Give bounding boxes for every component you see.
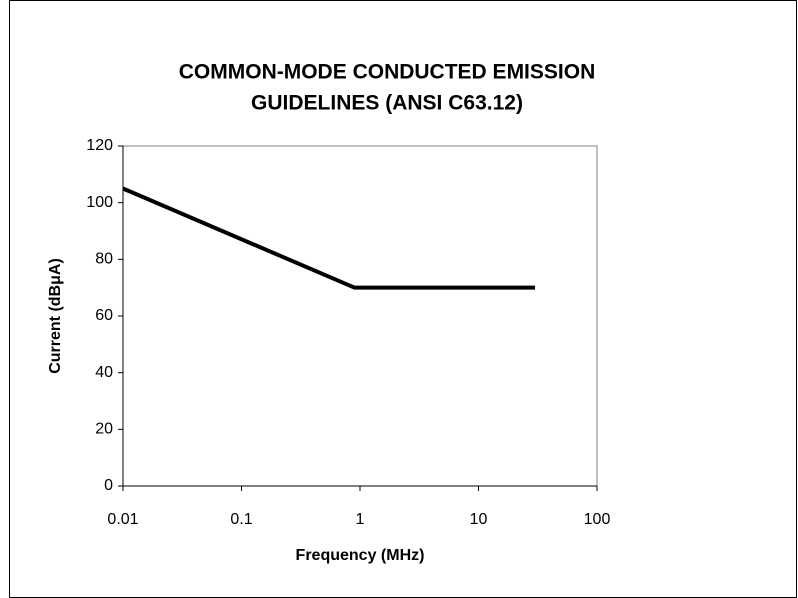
- x-tick-label: 0.1: [230, 511, 252, 528]
- y-tick-label: 40: [95, 364, 113, 381]
- x-tick-label: 0.01: [107, 511, 138, 528]
- x-tick-label: 100: [584, 511, 611, 528]
- chart-frame: [9, 0, 797, 598]
- y-tick-label: 100: [86, 194, 113, 211]
- chart-title: COMMON-MODE CONDUCTED EMISSION: [179, 61, 596, 84]
- y-tick-label: 120: [86, 137, 113, 154]
- x-axis-title: Frequency (MHz): [296, 547, 425, 564]
- y-tick-label: 0: [104, 477, 113, 494]
- y-tick-label: 20: [95, 421, 113, 438]
- x-tick-label: 10: [470, 511, 488, 528]
- line: [122, 186, 536, 290]
- x-tick-label: 1: [356, 511, 365, 528]
- y-tick-label: 80: [95, 251, 113, 268]
- chart-title: GUIDELINES (ANSI C63.12): [251, 92, 523, 115]
- y-tick-label: 60: [95, 307, 113, 324]
- y-axis-title: Current (dBμA): [47, 258, 64, 374]
